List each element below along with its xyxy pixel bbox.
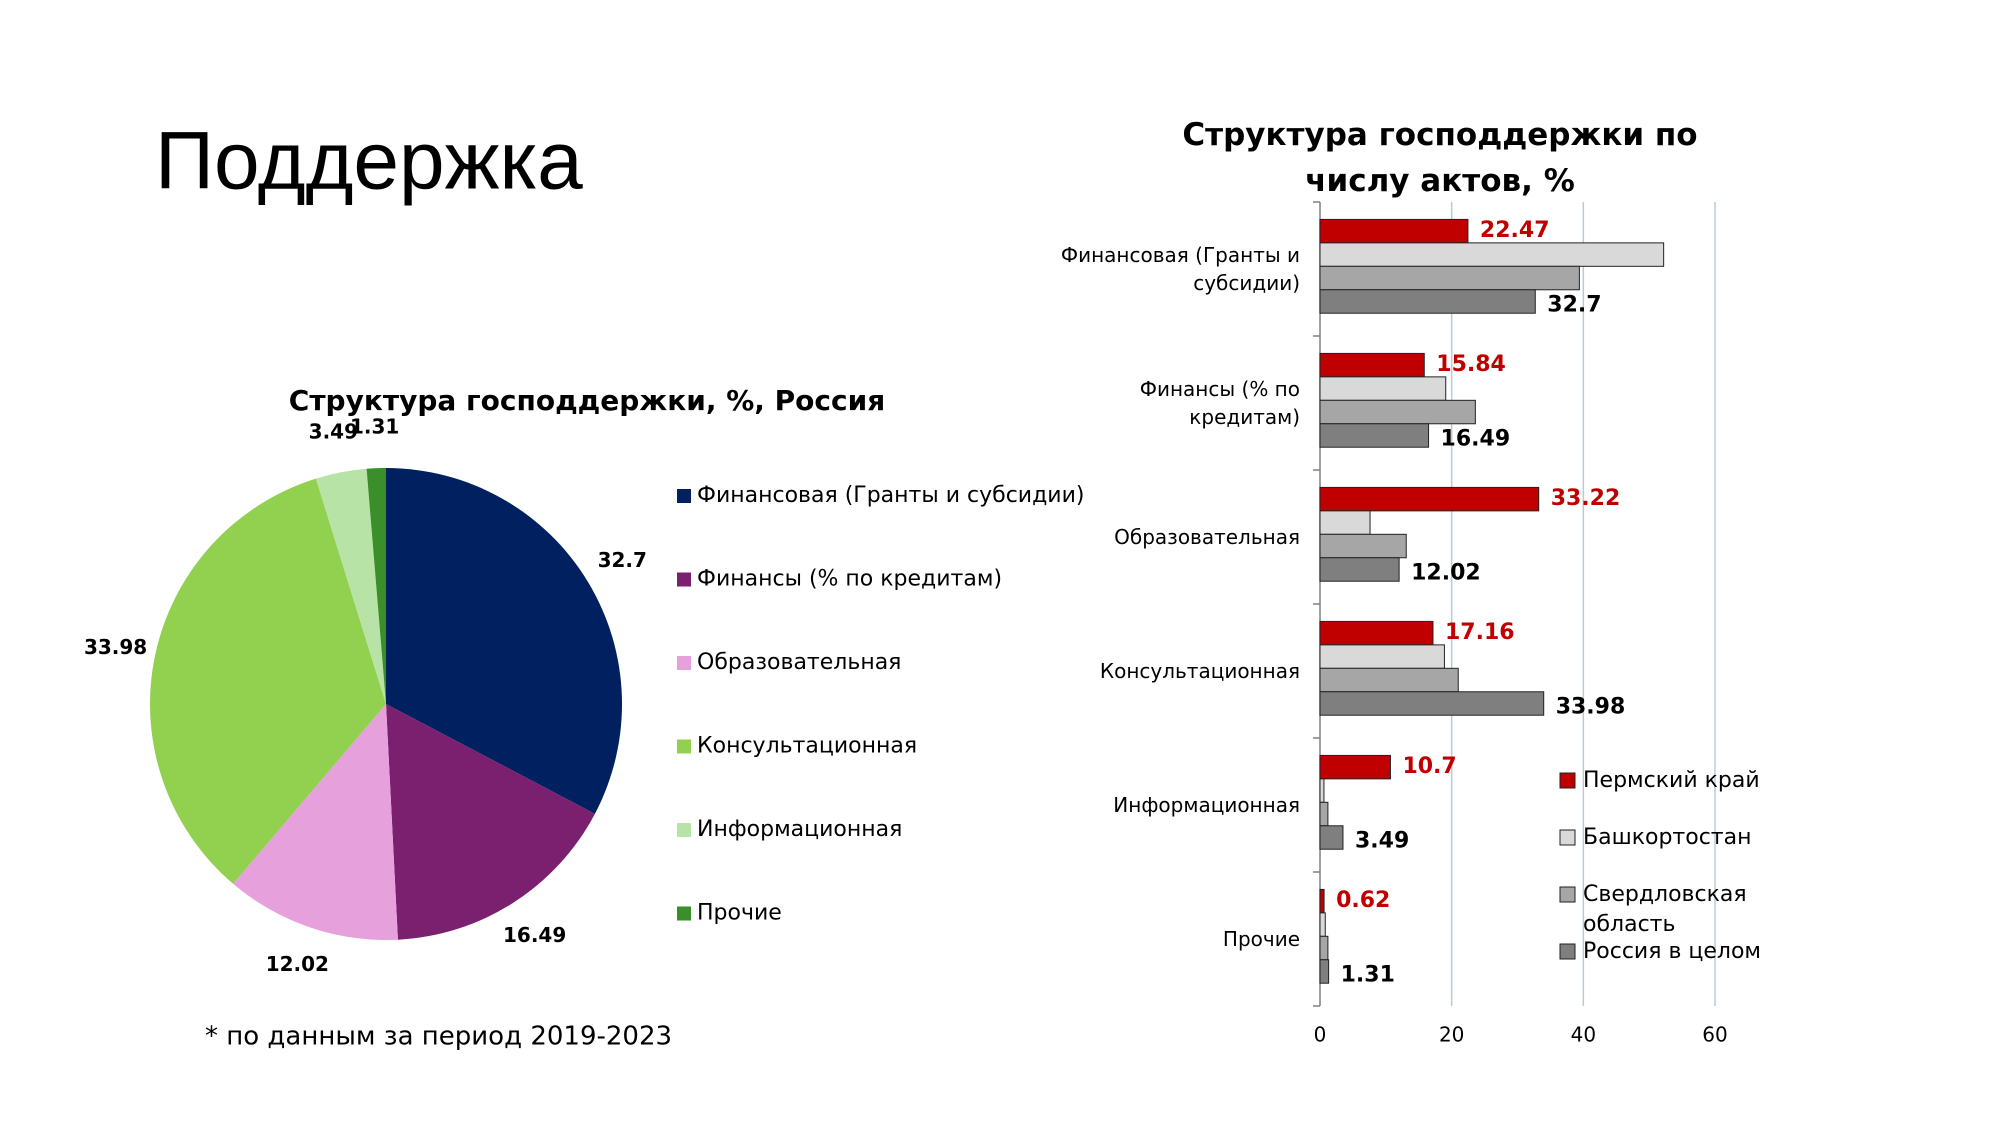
bar	[1319, 352, 1425, 378]
data-label: 12.02	[1411, 560, 1481, 585]
bar	[1319, 691, 1545, 716]
y-tick-label: Консультационная	[1099, 659, 1300, 683]
data-label: 22.47	[1480, 218, 1550, 243]
legend-label: Россия в целом	[1583, 939, 1762, 964]
data-label: 10.7	[1402, 754, 1456, 779]
bar	[1319, 644, 1445, 669]
data-label: 16.49	[1441, 426, 1511, 451]
bar	[1319, 557, 1400, 582]
pie-slice	[386, 704, 595, 940]
bar	[1319, 935, 1329, 961]
chart-title: Структура господдержки по числу актов, %	[1182, 117, 1698, 199]
data-label: 33.22	[1551, 486, 1621, 511]
y-tick-label: Информационная	[1113, 793, 1300, 817]
bar	[1319, 376, 1447, 401]
legend-marker	[677, 739, 691, 754]
data-label: 3.49	[309, 420, 358, 444]
bar	[1319, 667, 1459, 693]
legend-label: Свердловская область	[1583, 882, 1747, 937]
chart-title: Структура господдержки, %, Россия	[289, 384, 885, 417]
legend-marker	[677, 489, 691, 503]
bar	[1319, 888, 1325, 914]
legend-marker	[1559, 943, 1576, 960]
data-label: 0.62	[1336, 888, 1390, 913]
y-tick-label: Образовательная	[1114, 525, 1300, 549]
bar	[1319, 912, 1326, 937]
legend-label: Пермский край	[1583, 768, 1760, 793]
data-label: 16.49	[503, 923, 566, 947]
bar	[1319, 825, 1344, 850]
legend-label: Башкортостан	[1583, 825, 1752, 850]
bar	[1319, 778, 1325, 803]
y-tick-label: Финансы (% по кредитам)	[1139, 377, 1300, 429]
legend-label: Консультационная	[697, 734, 917, 759]
legend-marker	[1559, 772, 1576, 789]
legend-marker	[677, 656, 691, 670]
legend-label: Финансы (% по кредитам)	[697, 567, 1002, 592]
data-label: 3.49	[1355, 828, 1409, 853]
slide-title: Поддержка	[155, 116, 583, 207]
bar	[1319, 533, 1407, 559]
legend-marker	[677, 906, 691, 921]
bar	[1319, 218, 1469, 244]
bar	[1319, 801, 1329, 827]
data-label: 17.16	[1445, 620, 1515, 645]
legend-marker	[1559, 829, 1576, 846]
pie-slice	[233, 704, 398, 940]
bar	[1319, 399, 1476, 425]
bar	[1319, 754, 1391, 780]
footnote: * по данным за период 2019-2023	[205, 1022, 672, 1052]
x-tick-label: 0	[1314, 1023, 1327, 1047]
pie-slice	[366, 468, 386, 704]
bar	[1319, 959, 1330, 984]
y-tick-label: Финансовая (Гранты и субсидии)	[1060, 243, 1300, 295]
bar	[1319, 510, 1371, 535]
legend-marker	[677, 572, 691, 587]
data-label: 15.84	[1436, 352, 1506, 377]
legend-label: Финансовая (Гранты и субсидии)	[697, 483, 1084, 508]
legend-label: Образовательная	[697, 650, 901, 675]
pie-slice	[150, 478, 386, 884]
bar	[1319, 486, 1540, 512]
data-label: 33.98	[84, 635, 147, 659]
pie-slice	[386, 468, 622, 814]
legend-marker	[677, 823, 691, 837]
bar	[1319, 289, 1536, 314]
pie-slice	[315, 468, 386, 704]
bar	[1319, 423, 1430, 448]
data-label: 1.31	[1341, 962, 1395, 987]
legend-label: Информационная	[697, 817, 902, 842]
bar	[1319, 242, 1665, 267]
data-label: 1.31	[350, 415, 399, 439]
bar	[1319, 620, 1434, 646]
data-label: 33.98	[1556, 694, 1626, 719]
data-label: 32.7	[598, 548, 647, 572]
y-tick-label: Прочие	[1222, 927, 1300, 951]
data-label: 12.02	[266, 952, 329, 976]
legend-label: Прочие	[697, 901, 782, 926]
data-label: 32.7	[1547, 292, 1601, 317]
legend-marker	[1559, 886, 1576, 903]
x-tick-label: 20	[1439, 1023, 1464, 1047]
x-tick-label: 40	[1571, 1023, 1596, 1047]
bar	[1319, 265, 1580, 291]
x-tick-label: 60	[1702, 1023, 1727, 1047]
